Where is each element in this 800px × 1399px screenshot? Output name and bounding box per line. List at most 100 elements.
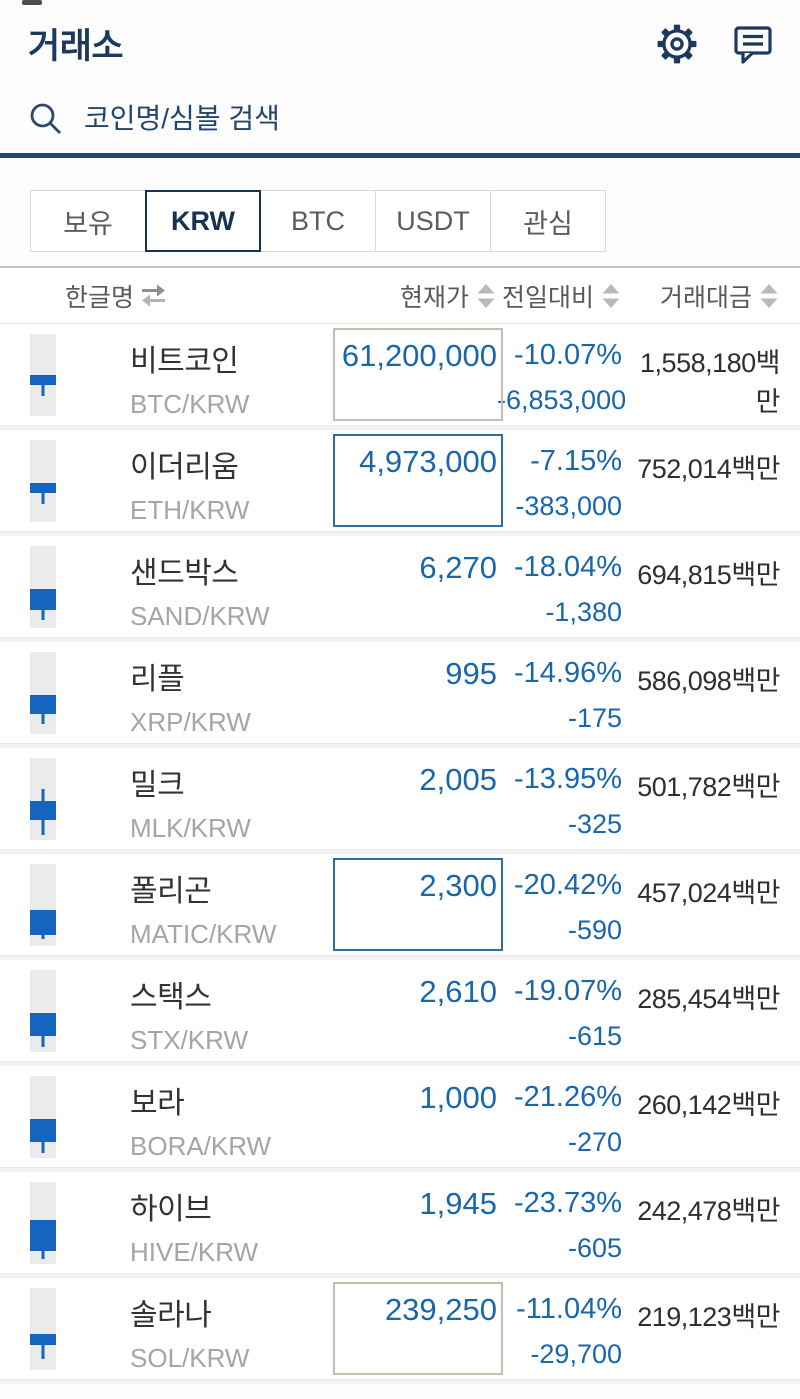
volume-cell: 219,123백만 [622,1278,780,1379]
current-price: 2,300 [419,868,497,903]
coin-pair-symbol: SOL/KRW [130,1343,250,1373]
change-percent: -23.73% [513,1187,622,1219]
sort-header-1[interactable]: 현재가 [317,278,497,314]
price-cell: 61,200,000 [317,324,503,425]
coin-korean-name: 비트코인 [130,345,239,378]
price-cell: 6,270 [317,536,497,637]
coin-row[interactable]: 리플 XRP/KRW 995 -14.96% -175 586,098백만 [0,642,800,743]
price-cell: 1,000 [317,1066,497,1167]
current-price: 1,945 [419,1186,497,1221]
change-percent: -21.26% [513,1081,622,1113]
volume-cell: 242,478백만 [622,1172,780,1273]
change-amount: -175 [567,703,622,733]
volume-cell: 586,098백만 [622,642,780,743]
coin-row[interactable]: 솔라나 SOL/KRW 239,250 -11.04% -29,700 219,… [0,1278,800,1379]
sort-updown-icon [600,282,622,310]
change-cell: -11.04% -29,700 [497,1278,622,1379]
coin-pair-symbol: STX/KRW [130,1025,248,1055]
coin-pair-symbol: BORA/KRW [130,1131,272,1161]
mini-candlestick-icon [30,324,130,425]
change-cell: -19.07% -615 [497,960,622,1061]
tab-BTC[interactable]: BTC [260,190,376,252]
price-cell: 2,610 [317,960,497,1061]
coin-row[interactable]: 하이브 HIVE/KRW 1,945 -23.73% -605 242,478백… [0,1172,800,1273]
coin-name-cell: 이더리움 ETH/KRW [130,430,317,531]
row-divider [0,1273,800,1278]
price-cell: 239,250 [317,1278,503,1379]
price-cell: 995 [317,642,497,743]
trade-volume: 242,478백만 [637,1196,780,1226]
coin-name-cell: 샌드박스 SAND/KRW [130,536,317,637]
coin-row[interactable]: 이더리움 ETH/KRW 4,973,000 -7.15% -383,000 7… [0,430,800,531]
coin-row[interactable]: 비트코인 BTC/KRW 61,200,000 -10.07% -6,853,0… [0,324,800,425]
coin-korean-name: 보라 [130,1087,185,1120]
mini-candlestick-icon [30,1066,130,1167]
trade-volume: 219,123백만 [637,1302,780,1332]
trade-volume: 694,815백만 [637,560,780,590]
tab-label: KRW [171,205,235,236]
tab-KRW[interactable]: KRW [145,190,261,252]
sort-header-2[interactable]: 전일대비 [497,278,622,314]
current-price: 2,610 [419,974,497,1009]
sort-header-0[interactable]: 한글명 [65,278,317,314]
change-cell: -23.73% -605 [497,1172,622,1273]
change-percent: -10.07% [513,339,622,371]
price-cell: 2,005 [317,748,497,849]
coin-row[interactable]: 폴리곤 MATIC/KRW 2,300 -20.42% -590 457,024… [0,854,800,955]
tab-USDT[interactable]: USDT [375,190,491,252]
trade-volume: 586,098백만 [637,666,780,696]
coin-korean-name: 밀크 [130,769,185,802]
sort-header-3[interactable]: 거래대금 [622,278,780,314]
change-cell: -21.26% -270 [497,1066,622,1167]
column-label: 현재가 [399,283,469,312]
change-cell: -10.07% -6,853,000 [497,324,626,425]
coin-name-cell: 솔라나 SOL/KRW [130,1278,317,1379]
chat-bubble-icon[interactable] [732,23,774,65]
coin-row[interactable]: 샌드박스 SAND/KRW 6,270 -18.04% -1,380 694,8… [0,536,800,637]
trade-volume: 457,024백만 [637,878,780,908]
tab-보유[interactable]: 보유 [30,190,146,252]
coin-korean-name: 솔라나 [130,1299,212,1332]
price-flash-box [333,858,503,951]
change-percent: -20.42% [513,869,622,901]
change-amount: -615 [567,1021,622,1051]
column-label: 전일대비 [501,283,594,312]
coin-pair-symbol: MATIC/KRW [130,919,277,949]
coin-list: 비트코인 BTC/KRW 61,200,000 -10.07% -6,853,0… [0,324,800,1384]
volume-cell: 285,454백만 [622,960,780,1061]
trade-volume: 1,558,180백만 [640,348,780,417]
coin-row[interactable]: 보라 BORA/KRW 1,000 -21.26% -270 260,142백만 [0,1066,800,1167]
search-bar[interactable] [0,69,800,153]
settings-gear-icon[interactable] [656,23,698,65]
change-amount: -1,380 [545,597,622,627]
column-label: 거래대금 [659,283,752,312]
current-price: 1,000 [419,1080,497,1115]
change-cell: -7.15% -383,000 [497,430,622,531]
change-amount: -605 [567,1233,622,1263]
volume-cell: 1,558,180백만 [622,324,780,425]
row-divider [0,955,800,960]
sort-swap-icon [140,282,167,309]
tab-label: 보유 [63,208,113,239]
mini-candlestick-icon [30,642,130,743]
sort-updown-icon [758,282,780,310]
price-flash-box [333,1282,503,1375]
coin-row[interactable]: 스택스 STX/KRW 2,610 -19.07% -615 285,454백만 [0,960,800,1061]
page-title: 거래소 [28,27,124,66]
change-cell: -18.04% -1,380 [497,536,622,637]
tab-label: 관심 [523,208,573,239]
row-divider [0,1061,800,1066]
mini-candlestick-icon [30,536,130,637]
current-price: 995 [445,656,497,691]
row-divider [0,743,800,748]
mini-candlestick-icon [30,960,130,1061]
tab-관심[interactable]: 관심 [490,190,606,252]
row-divider [0,637,800,642]
search-input[interactable] [84,103,772,135]
mini-candlestick-icon [30,430,130,531]
row-divider [0,1167,800,1172]
volume-cell: 752,014백만 [622,430,780,531]
coin-row[interactable]: 밀크 MLK/KRW 2,005 -13.95% -325 501,782백만 [0,748,800,849]
header-icons [656,23,774,65]
coin-pair-symbol: XRP/KRW [130,707,251,737]
